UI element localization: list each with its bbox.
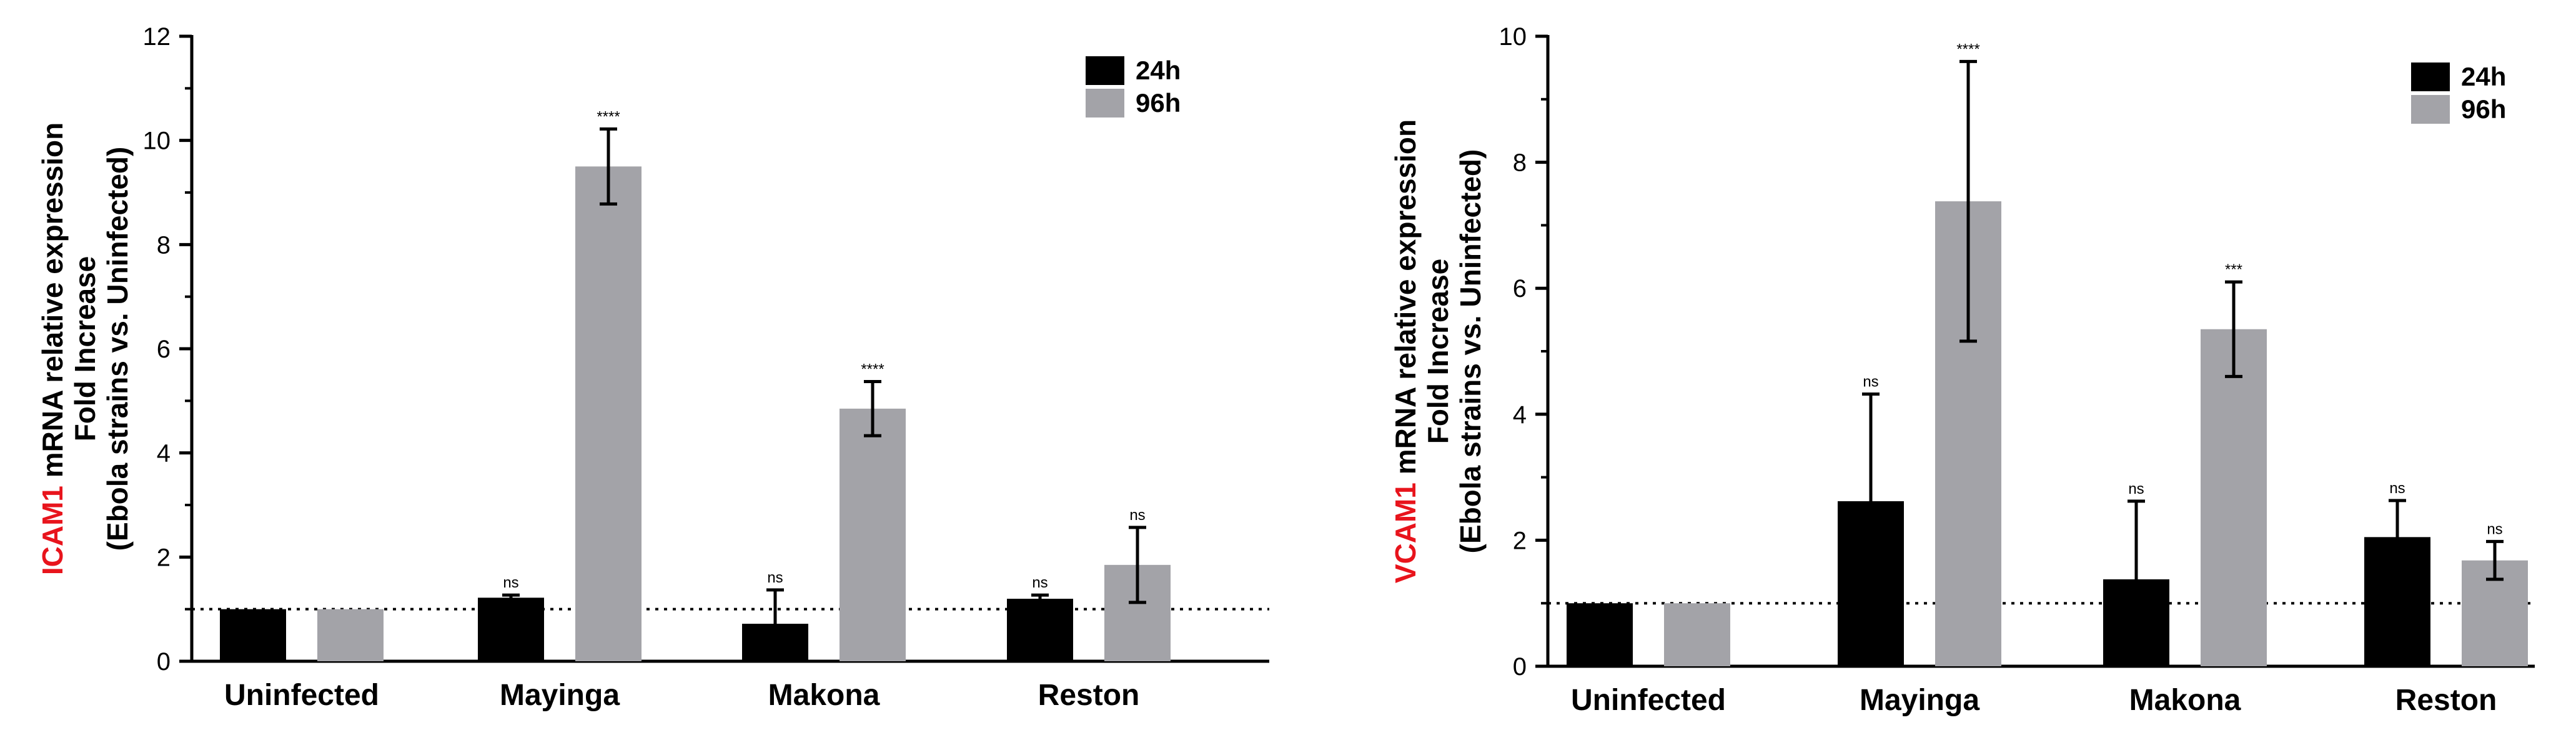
chart2-bar-24h-uninfected: [1567, 603, 1633, 666]
chart1-y-axis-label-gene: ICAM1: [36, 486, 69, 575]
chart1-legend-swatch: [1086, 56, 1124, 85]
chart1-y-tick-label: 8: [157, 231, 171, 259]
chart1-significance-label: ns: [503, 574, 518, 591]
chart1-bar-24h-reston: [1007, 599, 1073, 661]
chart1-x-tick-label: Makona: [768, 679, 880, 712]
chart2-y-tick-label: 4: [1513, 401, 1527, 429]
chart1-y-tick-label: 10: [143, 128, 171, 155]
chart1-y-axis-label-line3: (Ebola strains vs. Uninfected): [101, 147, 134, 551]
chart1-bar-96h-uninfected: [317, 609, 384, 661]
chart2-bar-96h-makona: [2201, 329, 2267, 666]
chart1-bar-24h-mayinga: [478, 598, 544, 661]
chart2-significance-label: ns: [2389, 480, 2405, 497]
chart2-x-tick-label: Makona: [2129, 684, 2241, 717]
chart2-x-tick-label: Mayinga: [1860, 684, 1979, 717]
chart2-significance-label: ns: [1863, 374, 1878, 391]
chart-1: ICAM1 mRNA relative expressionFold Incre…: [36, 23, 1269, 712]
chart2-y-axis-label: VCAM1 mRNA relative expressionFold Incre…: [1389, 119, 1487, 583]
chart2-y-axis-label-text: (Ebola strains vs. Uninfected): [1454, 149, 1487, 554]
chart1-y-tick-label: 2: [157, 544, 171, 571]
chart1-significance-label: ns: [1129, 507, 1145, 524]
chart1-legend-label: 24h: [1136, 56, 1181, 85]
chart2-x-tick-label: Reston: [2395, 684, 2497, 717]
chart1-y-axis-label-line1: ICAM1 mRNA relative expression: [36, 122, 69, 575]
chart2-y-axis-label-line1: VCAM1 mRNA relative expression: [1389, 119, 1422, 583]
chart1-y-tick-label: 0: [157, 648, 171, 676]
chart1-significance-label: ns: [767, 569, 783, 586]
chart1-y-tick-label: 4: [157, 440, 171, 468]
chart2-y-tick-label: 6: [1513, 275, 1527, 302]
chart1-y-axis-label-line2: Fold Increase: [69, 256, 101, 442]
chart2-y-tick-label: 8: [1513, 149, 1527, 177]
chart2-y-tick-label: 2: [1513, 527, 1527, 554]
chart1-bar-96h-makona: [840, 408, 906, 661]
chart2-x-tick-label: Uninfected: [1571, 684, 1726, 717]
chart2-legend-swatch: [2411, 62, 2450, 91]
chart1-y-axis-label-text: mRNA relative expression: [36, 122, 69, 486]
chart1-y-tick-label: 12: [143, 23, 171, 51]
chart1-bar-24h-uninfected: [220, 609, 286, 661]
chart1-significance-label: ****: [597, 108, 620, 125]
chart1-significance-label: ****: [861, 361, 884, 378]
chart2-significance-label: ns: [2128, 481, 2144, 498]
chart1-legend-swatch: [1086, 89, 1124, 118]
chart2-y-axis-label-line3: (Ebola strains vs. Uninfected): [1454, 149, 1487, 554]
chart1-legend-label: 96h: [1136, 88, 1181, 118]
chart2-significance-label: ***: [2225, 261, 2242, 278]
chart2-bar-96h-uninfected: [1664, 603, 1730, 666]
chart1-y-axis-label-text: Fold Increase: [69, 256, 101, 442]
chart2-y-axis-label-text: Fold Increase: [1422, 259, 1454, 444]
chart2-legend-swatch: [2411, 95, 2450, 124]
chart1-x-tick-label: Reston: [1038, 679, 1140, 712]
chart2-y-tick-label: 0: [1513, 653, 1527, 681]
chart1-x-tick-label: Uninfected: [224, 679, 379, 712]
chart1-significance-label: ns: [1032, 574, 1048, 591]
chart2-y-axis-label-text: mRNA relative expression: [1389, 119, 1422, 482]
chart-2: VCAM1 mRNA relative expressionFold Incre…: [1389, 23, 2535, 717]
chart1-y-axis-label-text: (Ebola strains vs. Uninfected): [101, 147, 134, 551]
chart1-y-axis-label: ICAM1 mRNA relative expressionFold Incre…: [36, 122, 134, 575]
chart2-y-axis-label-line2: Fold Increase: [1422, 259, 1454, 444]
chart1-x-tick-label: Mayinga: [500, 679, 620, 712]
chart1-y-tick-label: 6: [157, 336, 171, 363]
chart2-legend-label: 24h: [2461, 62, 2506, 91]
chart2-y-tick-label: 10: [1499, 23, 1527, 51]
chart2-y-axis-label-gene: VCAM1: [1389, 482, 1422, 583]
chart2-legend-label: 96h: [2461, 94, 2506, 124]
chart1-bar-96h-mayinga: [575, 166, 642, 661]
chart2-significance-label: ****: [1956, 41, 1979, 58]
chart2-significance-label: ns: [2487, 521, 2502, 538]
